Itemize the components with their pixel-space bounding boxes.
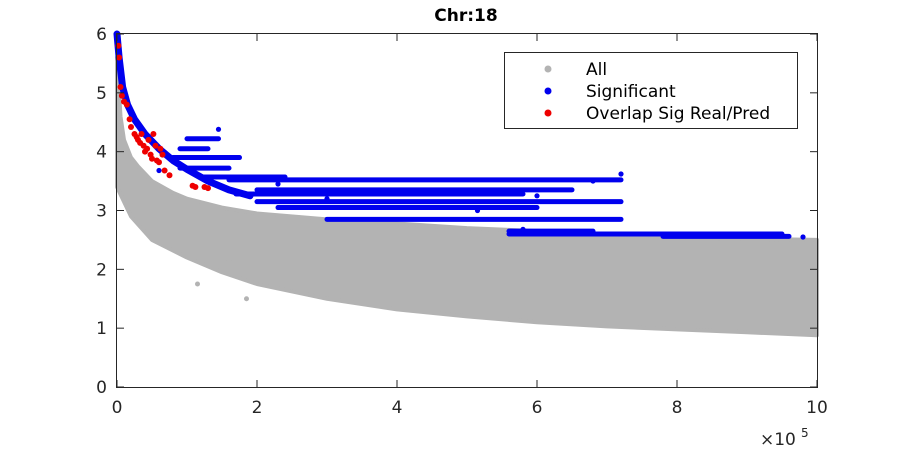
point-significant-4 — [474, 207, 481, 214]
x-exponent-power: 5 — [801, 426, 809, 440]
point-overlap-7 — [128, 123, 134, 130]
point-overlap-24 — [159, 151, 166, 158]
plot-area — [113, 30, 819, 338]
x-tick-label-1: 2 — [252, 398, 263, 418]
point-significant-10 — [520, 226, 526, 232]
series-significant — [113, 30, 806, 240]
point-all-4 — [142, 222, 148, 228]
legend-box — [504, 52, 798, 129]
legend-label-all: All — [586, 60, 607, 80]
x-axis: 0 2 4 6 8 10 — [112, 34, 828, 418]
point-overlap-25 — [161, 167, 168, 174]
legend-marker-significant — [544, 87, 552, 95]
y-tick-label-1: 1 — [96, 319, 107, 339]
point-all-1 — [244, 296, 249, 302]
point-significant-7 — [590, 178, 596, 184]
legend-marker-overlap — [544, 109, 552, 117]
x-tick-label-4: 8 — [672, 398, 683, 418]
x-tick-label-3: 6 — [532, 398, 543, 418]
legend: All Significant Overlap Sig Real/Pred — [504, 52, 798, 129]
point-significant-5 — [534, 193, 540, 199]
point-significant-3 — [292, 189, 299, 195]
y-tick-label-4: 4 — [96, 143, 107, 163]
point-overlap-26 — [166, 172, 173, 179]
point-significant-11 — [324, 196, 330, 202]
y-tick-label-5: 5 — [96, 84, 107, 104]
y-axis: 0 1 2 3 4 5 6 — [96, 25, 817, 398]
point-overlap-12 — [138, 131, 145, 138]
point-overlap-20 — [152, 142, 159, 149]
series-overlap — [115, 42, 211, 192]
point-overlap-5 — [123, 101, 130, 108]
point-overlap-6 — [126, 116, 133, 123]
x-tick-label-0: 0 — [112, 398, 123, 418]
point-overlap-23 — [157, 145, 164, 152]
point-significant-2 — [275, 181, 281, 187]
y-tick-label-2: 2 — [96, 260, 107, 280]
point-overlap-18 — [149, 155, 155, 162]
point-overlap-3 — [118, 92, 125, 99]
x-tick-label-2: 4 — [392, 398, 403, 418]
point-overlap-15 — [144, 145, 151, 152]
point-all-0 — [195, 281, 200, 287]
legend-marker-all — [544, 65, 552, 73]
legend-label-overlap: Overlap Sig Real/Pred — [586, 104, 770, 124]
legend-label-significant: Significant — [586, 82, 676, 102]
point-significant-8 — [548, 230, 554, 236]
point-overlap-28 — [192, 183, 199, 190]
point-significant-0 — [215, 126, 222, 132]
point-significant-1 — [156, 167, 162, 174]
x-exponent-base: ×10 — [760, 430, 796, 450]
point-overlap-1 — [116, 54, 123, 61]
y-tick-label-0: 0 — [96, 378, 107, 398]
x-tick-label-5: 10 — [806, 398, 828, 418]
point-overlap-19 — [150, 131, 157, 138]
point-all-2 — [226, 258, 232, 264]
point-all-3 — [156, 234, 162, 240]
x-exponent-label: ×10 5 — [760, 426, 809, 450]
point-significant-9 — [800, 234, 806, 240]
point-overlap-16 — [145, 136, 152, 143]
point-significant-6 — [618, 171, 624, 177]
point-overlap-2 — [117, 83, 124, 90]
point-overlap-30 — [205, 185, 211, 192]
y-tick-label-3: 3 — [96, 202, 107, 222]
chart-title: Chr:18 — [434, 6, 497, 26]
significant-curve — [113, 30, 254, 200]
axes-box — [116, 33, 818, 388]
y-tick-label-6: 6 — [96, 25, 107, 45]
point-overlap-22 — [156, 159, 162, 166]
